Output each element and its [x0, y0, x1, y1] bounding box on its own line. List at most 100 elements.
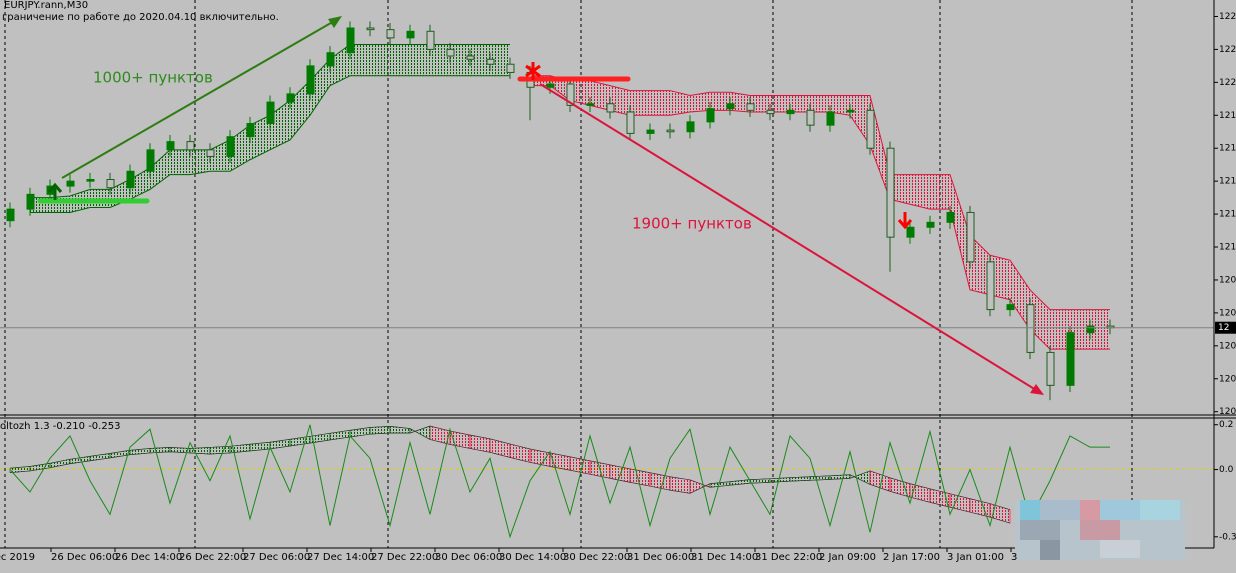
candle-body	[826, 111, 835, 126]
candle-body	[926, 221, 935, 228]
plot	[0, 21, 1214, 539]
candle-body	[6, 208, 15, 222]
candle-body	[406, 30, 415, 39]
ribbon-fill	[649, 472, 671, 491]
candle-body	[106, 179, 115, 189]
x-tick-label: 31 Dec 06:00	[627, 552, 694, 563]
candle-body	[306, 65, 315, 95]
y-tick-label: 0.2	[1219, 420, 1233, 430]
candle-body	[986, 261, 995, 311]
candle-body	[606, 103, 615, 113]
y-tick-label: 121	[1219, 177, 1236, 187]
last-price-box	[1215, 321, 1236, 334]
y-tick-label: 121	[1219, 111, 1236, 121]
candle-body	[426, 30, 435, 50]
candle-body	[26, 193, 35, 210]
candle-body	[246, 123, 255, 138]
trend-arrow	[61, 19, 337, 179]
ribbon-slow	[9, 425, 1011, 510]
x-tick-label: 26 Dec 06:00	[51, 552, 118, 563]
x-tick-label: 2 Jan 09:00	[819, 552, 876, 563]
candle-body	[146, 149, 155, 172]
candle-body	[786, 109, 795, 115]
y-tick-label: 122	[1219, 45, 1236, 55]
y-tick-label: -0.3	[1219, 532, 1236, 542]
x-tick-label: 30 Dec 14:00	[499, 552, 566, 563]
x-tick-label: 30 Dec 22:00	[563, 552, 630, 563]
candle-body	[766, 109, 775, 115]
candle-body	[206, 149, 215, 157]
blur	[1080, 520, 1120, 540]
ribbon-fill	[689, 479, 711, 494]
x-tick-label: 3 Jan 01:00	[947, 552, 1004, 563]
x-tick-label: 27 Dec 22:00	[371, 552, 438, 563]
blur	[1020, 520, 1060, 540]
buy-arrow	[47, 182, 63, 200]
candle-body	[666, 129, 675, 133]
candle-body	[566, 83, 575, 106]
annotation: 1000+ пунктов	[93, 69, 213, 87]
sell-arrow	[897, 212, 913, 230]
y-tick-label: 120	[1219, 407, 1236, 417]
blur	[1040, 540, 1060, 560]
x-tick-label: 31 Dec 14:00	[691, 552, 758, 563]
candle-body	[286, 93, 295, 103]
y-tick-label: 120	[1219, 341, 1236, 351]
candle-body	[886, 147, 895, 238]
candle-body	[386, 29, 395, 39]
candle-body	[1006, 304, 1015, 311]
x-tick-label: 3	[1011, 552, 1017, 563]
candle-body	[66, 180, 75, 187]
x-tick-label: 26 Dec 14:00	[115, 552, 182, 563]
x-tick-label: Dec 2019	[0, 552, 35, 563]
y-tick-label: 122	[1219, 78, 1236, 88]
annotation: 1900+ пунктов	[632, 215, 752, 233]
candle-body	[706, 108, 715, 123]
y-tick-label: 120	[1219, 275, 1236, 285]
symbol-title: EURJPY.rann,M30	[4, 0, 88, 11]
candle-body	[686, 121, 695, 133]
candle-body	[506, 63, 515, 73]
candle-body	[546, 83, 555, 88]
candle-body	[366, 27, 375, 31]
ribbon-fill	[469, 434, 491, 453]
candle-body	[326, 52, 335, 67]
sell-mark	[525, 62, 541, 80]
candle-body	[226, 136, 235, 157]
ribbon-fill	[409, 425, 431, 441]
candle-body	[746, 103, 755, 111]
candle-body	[626, 111, 635, 134]
candle-body	[466, 55, 475, 60]
x-tick-label: 30 Dec 06:00	[435, 552, 502, 563]
candle-body	[126, 170, 135, 189]
y-tick-label: 121	[1219, 243, 1236, 253]
candle-body	[586, 103, 595, 106]
candle-body	[446, 48, 455, 57]
candle-body	[1046, 351, 1055, 386]
blur	[1140, 500, 1180, 520]
arrow-head	[328, 16, 342, 28]
x-tick-label: 31 Dec 22:00	[755, 552, 822, 563]
trend-arrow	[539, 83, 1037, 391]
candle-body	[726, 103, 735, 110]
candle-body	[646, 129, 655, 134]
blur	[1080, 500, 1100, 520]
candle-body	[1026, 304, 1035, 353]
ribbon-fill	[629, 468, 651, 487]
blur	[1100, 540, 1140, 558]
last-price-label: 12	[1218, 323, 1229, 333]
blurred-region	[1015, 500, 1185, 560]
ribbon-fill	[249, 441, 271, 452]
candle-body	[846, 109, 855, 113]
ribbon-fill	[569, 456, 591, 475]
candle-body	[966, 211, 975, 263]
candle-body	[806, 109, 815, 126]
blur	[1100, 500, 1140, 520]
y-tick-label: 122	[1219, 12, 1236, 22]
band-lower	[30, 75, 510, 213]
ribbon-fill	[29, 462, 51, 472]
candle-body	[946, 211, 955, 223]
x-tick-label: 27 Dec 06:00	[243, 552, 310, 563]
candle-body	[346, 27, 355, 54]
